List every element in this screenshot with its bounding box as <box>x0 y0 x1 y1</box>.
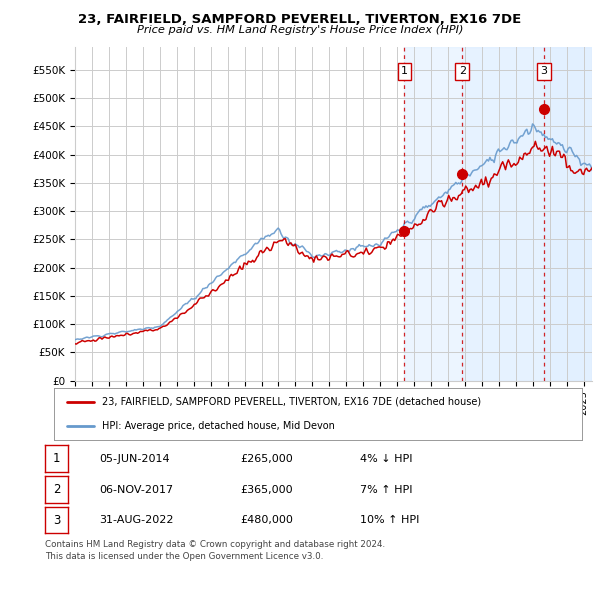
Text: 10% ↑ HPI: 10% ↑ HPI <box>360 516 419 525</box>
Text: £265,000: £265,000 <box>240 454 293 464</box>
Bar <box>463 47 592 381</box>
Text: 31-AUG-2022: 31-AUG-2022 <box>99 516 173 525</box>
Text: £365,000: £365,000 <box>240 485 293 494</box>
Text: 23, FAIRFIELD, SAMPFORD PEVERELL, TIVERTON, EX16 7DE: 23, FAIRFIELD, SAMPFORD PEVERELL, TIVERT… <box>79 13 521 26</box>
Text: Contains HM Land Registry data © Crown copyright and database right 2024.: Contains HM Land Registry data © Crown c… <box>45 540 385 549</box>
Text: 23, FAIRFIELD, SAMPFORD PEVERELL, TIVERTON, EX16 7DE (detached house): 23, FAIRFIELD, SAMPFORD PEVERELL, TIVERT… <box>101 396 481 407</box>
Text: 1: 1 <box>401 67 408 77</box>
Text: 3: 3 <box>53 513 60 527</box>
Text: 2: 2 <box>53 483 60 496</box>
Text: 4% ↓ HPI: 4% ↓ HPI <box>360 454 413 464</box>
Text: HPI: Average price, detached house, Mid Devon: HPI: Average price, detached house, Mid … <box>101 421 334 431</box>
Bar <box>404 47 592 381</box>
Text: 06-NOV-2017: 06-NOV-2017 <box>99 485 173 494</box>
Text: This data is licensed under the Open Government Licence v3.0.: This data is licensed under the Open Gov… <box>45 552 323 561</box>
Text: Price paid vs. HM Land Registry's House Price Index (HPI): Price paid vs. HM Land Registry's House … <box>137 25 463 35</box>
Text: 1: 1 <box>53 452 60 466</box>
Bar <box>544 47 592 381</box>
Text: 05-JUN-2014: 05-JUN-2014 <box>99 454 170 464</box>
Text: £480,000: £480,000 <box>240 516 293 525</box>
Text: 2: 2 <box>459 67 466 77</box>
Text: 7% ↑ HPI: 7% ↑ HPI <box>360 485 413 494</box>
Text: 3: 3 <box>541 67 548 77</box>
